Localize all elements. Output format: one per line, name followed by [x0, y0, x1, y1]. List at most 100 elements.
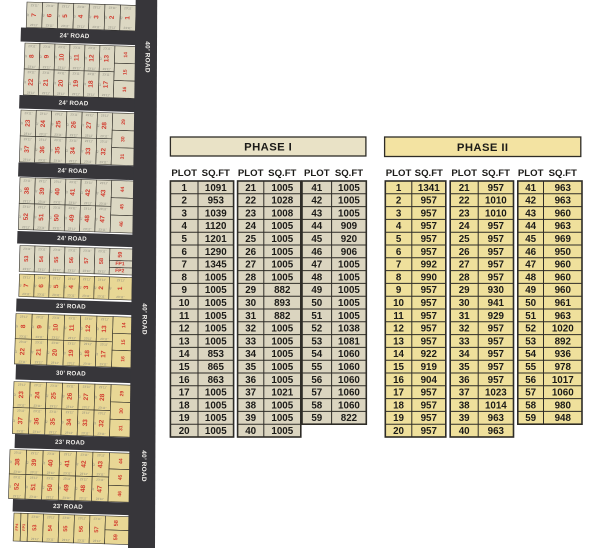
- svg-text:50: 50: [525, 298, 536, 309]
- svg-text:42’: 42’: [18, 214, 22, 218]
- svg-text:1060: 1060: [338, 388, 360, 399]
- svg-text:957: 957: [421, 247, 438, 258]
- svg-text:23’11”: 23’11”: [73, 46, 81, 50]
- svg-text:47: 47: [311, 260, 322, 271]
- svg-text:2: 2: [396, 196, 402, 207]
- svg-text:23’11”: 23’11”: [72, 92, 80, 96]
- svg-text:957: 957: [421, 221, 438, 232]
- svg-text:23’11”: 23’11”: [85, 181, 93, 185]
- svg-text:42’: 42’: [91, 487, 95, 491]
- svg-text:16: 16: [393, 375, 404, 386]
- svg-text:23’11”: 23’11”: [57, 71, 65, 75]
- svg-text:PLOT: PLOT: [451, 168, 477, 179]
- svg-text:957: 957: [421, 285, 438, 296]
- svg-text:42’: 42’: [80, 326, 84, 330]
- svg-text:23’11”: 23’11”: [52, 293, 60, 297]
- svg-text:23’11”: 23’11”: [24, 111, 32, 115]
- svg-text:52: 52: [23, 213, 30, 221]
- svg-text:44: 44: [120, 186, 126, 192]
- svg-text:957: 957: [421, 400, 438, 411]
- svg-text:23’11”: 23’11”: [37, 226, 45, 230]
- svg-text:39: 39: [31, 458, 38, 466]
- svg-text:42’: 42’: [73, 14, 77, 18]
- svg-text:43: 43: [97, 461, 104, 469]
- svg-text:1005: 1005: [205, 426, 227, 437]
- svg-text:40: 40: [459, 426, 470, 437]
- svg-text:23’11”: 23’11”: [68, 316, 76, 320]
- svg-text:920: 920: [341, 234, 358, 245]
- svg-text:14: 14: [121, 322, 127, 328]
- svg-text:23’11”: 23’11”: [53, 206, 61, 210]
- svg-text:42’: 42’: [68, 81, 72, 85]
- svg-text:23’11”: 23’11”: [70, 113, 78, 117]
- svg-text:13: 13: [393, 336, 404, 347]
- svg-text:23’11”: 23’11”: [85, 317, 93, 321]
- svg-text:42’: 42’: [88, 15, 92, 19]
- svg-text:12: 12: [85, 324, 92, 332]
- svg-text:22: 22: [19, 348, 26, 356]
- svg-text:56: 56: [69, 257, 75, 263]
- svg-text:929: 929: [488, 311, 505, 322]
- svg-text:53: 53: [32, 524, 38, 530]
- svg-text:5: 5: [181, 234, 187, 245]
- svg-text:FP4: FP4: [15, 523, 19, 531]
- svg-text:1060: 1060: [552, 388, 574, 399]
- svg-text:42’: 42’: [60, 420, 64, 424]
- svg-text:4: 4: [68, 285, 75, 289]
- svg-text:1341: 1341: [418, 183, 440, 194]
- svg-text:23’11”: 23’11”: [99, 362, 107, 366]
- svg-text:42’: 42’: [57, 14, 61, 18]
- svg-text:43: 43: [525, 208, 536, 219]
- svg-text:42’: 42’: [63, 351, 67, 355]
- svg-text:906: 906: [341, 247, 358, 258]
- svg-text:853: 853: [208, 349, 225, 360]
- svg-text:42’: 42’: [92, 462, 96, 466]
- svg-text:31: 31: [120, 153, 126, 159]
- svg-text:42’: 42’: [25, 460, 29, 464]
- svg-text:49: 49: [63, 484, 70, 492]
- svg-text:SQ.FT: SQ.FT: [549, 168, 577, 179]
- svg-text:32: 32: [459, 324, 470, 335]
- svg-text:42’: 42’: [61, 394, 65, 398]
- svg-text:20: 20: [393, 426, 404, 437]
- svg-text:957: 957: [488, 183, 505, 194]
- svg-text:42’: 42’: [28, 419, 32, 423]
- svg-text:957: 957: [488, 260, 505, 271]
- svg-text:23’11”: 23’11”: [33, 409, 41, 413]
- svg-text:23’11”: 23’11”: [24, 137, 32, 141]
- svg-text:23’11”: 23’11”: [53, 200, 61, 204]
- svg-text:41: 41: [525, 183, 536, 194]
- svg-text:957: 957: [421, 196, 438, 207]
- svg-text:1005: 1005: [271, 234, 293, 245]
- svg-text:963: 963: [555, 221, 572, 232]
- svg-text:23’11”: 23’11”: [79, 496, 87, 500]
- svg-text:42’: 42’: [80, 190, 84, 194]
- svg-text:1005: 1005: [338, 285, 360, 296]
- svg-text:23’11”: 23’11”: [53, 226, 61, 230]
- svg-text:42: 42: [81, 460, 88, 468]
- svg-text:23’11”: 23’11”: [98, 406, 106, 410]
- svg-text:23’11”: 23’11”: [49, 410, 57, 414]
- svg-text:24: 24: [34, 391, 41, 399]
- svg-text:23’11”: 23’11”: [116, 295, 124, 299]
- svg-text:42’: 42’: [58, 486, 62, 490]
- svg-text:8: 8: [29, 54, 36, 58]
- svg-text:863: 863: [208, 375, 225, 386]
- svg-text:23’11”: 23’11”: [57, 92, 65, 96]
- svg-text:53: 53: [311, 336, 322, 347]
- svg-text:54: 54: [525, 349, 536, 360]
- svg-text:1060: 1060: [338, 349, 360, 360]
- svg-text:980: 980: [555, 400, 572, 411]
- svg-text:23’11”: 23’11”: [62, 4, 70, 8]
- svg-text:43: 43: [100, 189, 107, 197]
- svg-text:11: 11: [69, 324, 76, 331]
- svg-text:23’11”: 23’11”: [98, 278, 106, 282]
- svg-text:957: 957: [421, 234, 438, 245]
- svg-text:23’11”: 23’11”: [54, 159, 62, 163]
- svg-text:13: 13: [101, 325, 108, 333]
- svg-text:23’11”: 23’11”: [83, 227, 91, 231]
- svg-text:42’: 42’: [77, 420, 81, 424]
- svg-text:23’11”: 23’11”: [124, 26, 132, 30]
- svg-text:23’11”: 23’11”: [82, 411, 90, 415]
- svg-text:35: 35: [459, 362, 470, 373]
